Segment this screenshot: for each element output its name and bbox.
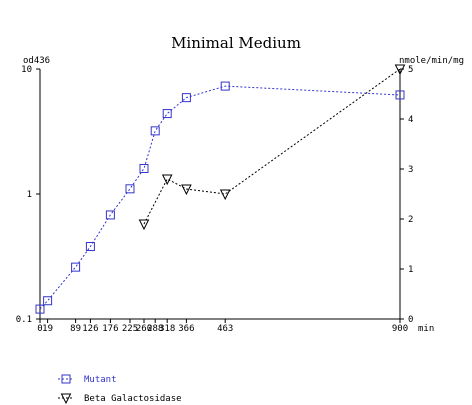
- y-left-tick-label: 1: [27, 190, 32, 200]
- data-point-triangle: [181, 184, 192, 196]
- data-point-triangle: [219, 189, 231, 201]
- data-point-square: [150, 126, 160, 136]
- y-right-axis-ticks: 0 1 2 3 4 5: [400, 65, 413, 325]
- legend-beta-label: Beta Galactosidase: [84, 394, 182, 404]
- x-tick-label: 176: [102, 324, 118, 334]
- x-tick-label: 225: [122, 324, 138, 334]
- y-right-tick-label: 1: [408, 265, 413, 275]
- data-point-triangle: [161, 174, 173, 186]
- data-point-square: [43, 296, 53, 306]
- data-point-square: [85, 242, 95, 252]
- x-tick-label: 288: [147, 324, 163, 334]
- series-layer: [35, 64, 406, 314]
- legend-item-mutant: Mutant: [58, 374, 117, 385]
- data-point-triangle: [138, 219, 150, 231]
- y-left-tick-label: 0.1: [16, 315, 32, 325]
- y-left-axis-ticks: 0.1 1 10: [16, 65, 40, 325]
- data-point-square: [35, 304, 45, 314]
- x-tick-label: 463: [217, 324, 233, 334]
- y-right-tick-label: 3: [408, 165, 413, 175]
- x-tick-label: 900: [392, 324, 408, 334]
- legend: Mutant Beta Galactosidase: [58, 374, 182, 405]
- data-point-square: [162, 109, 172, 119]
- legend-mutant-label: Mutant: [84, 375, 117, 385]
- data-point-square: [125, 184, 135, 194]
- data-point-square: [181, 93, 191, 103]
- x-tick-label: 126: [82, 324, 98, 334]
- x-tick-label: 366: [178, 324, 194, 334]
- x-tick-label: 0: [37, 324, 42, 334]
- data-point-square: [395, 90, 405, 100]
- x-tick-label: 89: [70, 324, 81, 334]
- legend-beta-marker: [60, 393, 72, 405]
- y-right-tick-label: 0: [408, 315, 413, 325]
- y-left-axis-label: od436: [23, 56, 50, 66]
- x-tick-label: 318: [159, 324, 175, 334]
- y-right-tick-label: 5: [408, 65, 413, 75]
- legend-item-beta-galactosidase: Beta Galactosidase: [58, 393, 182, 405]
- data-point-square: [220, 81, 230, 91]
- series-line-1: [143, 68, 401, 225]
- x-axis-unit-label: min: [418, 324, 434, 334]
- legend-mutant-marker: [61, 374, 71, 384]
- data-point-square: [139, 163, 149, 173]
- chart-title: Minimal Medium: [171, 34, 301, 52]
- x-tick-label: 19: [42, 324, 53, 334]
- y-left-tick-label: 10: [21, 65, 32, 75]
- y-right-tick-label: 4: [408, 115, 413, 125]
- data-point-triangle: [394, 64, 406, 76]
- x-tick-label: 260: [136, 324, 152, 334]
- y-right-tick-label: 2: [408, 215, 413, 225]
- y-right-axis-label: nmole/min/mg: [399, 56, 464, 66]
- data-point-square: [105, 210, 115, 220]
- data-point-square: [71, 262, 81, 272]
- series-line-0: [39, 85, 401, 310]
